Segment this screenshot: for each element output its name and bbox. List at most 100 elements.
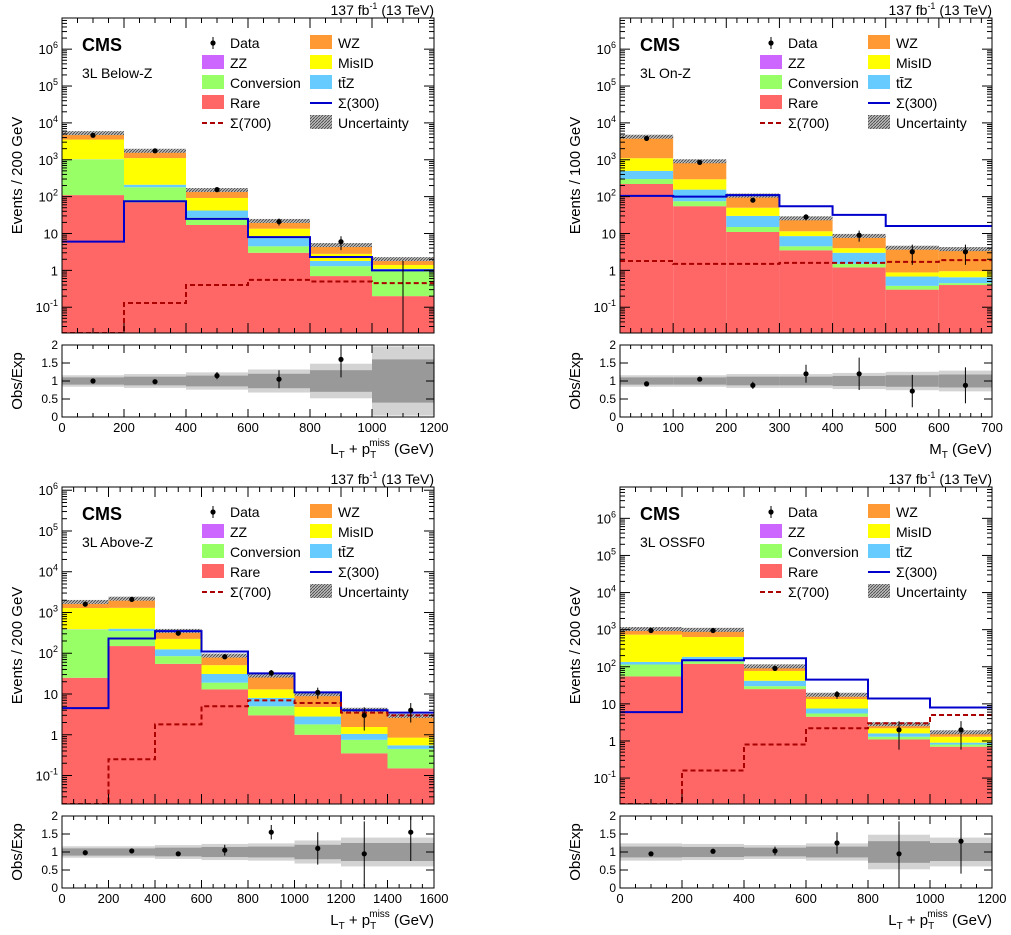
bar-ttz [387, 745, 434, 749]
bar-misid [682, 636, 744, 657]
bar-misid [155, 638, 202, 650]
ratio-point [896, 851, 902, 857]
bar-ttz [779, 236, 833, 247]
y-tick-label: 104 [597, 584, 616, 601]
legend-label: Rare [788, 564, 819, 580]
ratio-y-tick-label: 2 [609, 809, 616, 823]
bar-rare [620, 184, 674, 333]
x-tick-label: 1000 [358, 420, 387, 435]
ratio-point [958, 838, 964, 844]
y-tick-label: 102 [39, 188, 58, 205]
bar-conversion [124, 187, 186, 203]
bar-conversion [201, 682, 248, 690]
bar-ttz [885, 276, 939, 286]
ratio-unc-inner [726, 376, 780, 386]
legend-label: Rare [788, 95, 819, 111]
bar-rare [744, 689, 806, 804]
ratio-point [909, 388, 915, 394]
bar-rare [155, 663, 202, 804]
ratio-point [90, 378, 96, 384]
y-tick-label: 10-1 [36, 298, 58, 315]
data-point [896, 727, 902, 733]
ratio-panel: 00.511.520 100 200 300 400 500 600 700Obs/ExpMT… [567, 338, 1003, 461]
legend-label: Σ(700) [230, 115, 271, 131]
cms-label: CMS [640, 504, 680, 524]
data-point [214, 187, 220, 193]
data-point [276, 219, 282, 225]
bar-conversion [779, 246, 833, 251]
ratio-y-tick-label: 0.5 [599, 863, 616, 877]
bar-ttz [620, 170, 674, 180]
bar-conversion [62, 629, 109, 678]
bar-misid [832, 248, 886, 253]
legend-swatch [868, 584, 890, 598]
legend-label: Rare [230, 95, 261, 111]
cms-label: CMS [640, 35, 680, 55]
bar-conversion [248, 706, 295, 716]
plot-area [620, 627, 992, 804]
legend-label: ZZ [230, 524, 248, 540]
ratio-panel: 00.511.520 200 400 600 800 1000 1200Obs/ExpLT … [9, 338, 448, 461]
legend: Data ZZ Conversion Rare Σ(700) WZ MisID tt̄Z Σ(3… [760, 504, 967, 600]
ratio-y-tick-label: 0 [51, 881, 58, 895]
y-tick-label: 105 [597, 77, 616, 94]
ratio-point [361, 851, 367, 857]
ratio-y-tick-label: 1 [51, 374, 58, 388]
legend-swatch [868, 544, 890, 558]
data-point [648, 627, 654, 634]
x-tick-label: 200 [113, 420, 135, 435]
y-tick-label: 10 [44, 687, 58, 702]
data-point [152, 148, 158, 154]
lumi-label: 137 fb-1 (13 TeV) [331, 1, 435, 18]
ratio-plot-area [620, 357, 992, 408]
ratio-point [175, 851, 181, 857]
legend-label: ZZ [230, 55, 248, 71]
data-point [710, 627, 716, 634]
ratio-point [962, 382, 969, 388]
x-tick-label: 1000 [280, 891, 309, 906]
x-tick-label: 1200 [420, 420, 449, 435]
x-tick-label: 0 [616, 891, 623, 906]
bar-misid [806, 699, 868, 709]
legend-swatch [310, 35, 332, 49]
bar-rare [885, 289, 939, 333]
ratio-point [152, 379, 158, 385]
bar-rare [62, 677, 109, 804]
ratio-y-tick-label: 0 [51, 410, 58, 424]
bar-ttz [108, 628, 155, 632]
uncertainty-band [372, 257, 434, 262]
bar-wz [682, 629, 744, 637]
ratio-y-axis-label: Obs/Exp [567, 352, 584, 410]
legend-swatch [202, 75, 224, 89]
legend-swatch [760, 75, 782, 89]
legend-label: Σ(700) [788, 584, 829, 600]
legend-label: Σ(300) [896, 564, 937, 580]
cms-label: CMS [82, 35, 122, 55]
y-tick-label: 105 [39, 522, 58, 539]
legend-swatch [760, 55, 782, 69]
data-point [856, 232, 862, 238]
ratio-y-tick-label: 0.5 [41, 392, 58, 406]
data-point [361, 712, 367, 718]
y-axis-label: Events / 100 GeV [567, 117, 584, 235]
ratio-y-tick-label: 1.5 [599, 827, 616, 841]
data-point [82, 601, 88, 607]
legend-label: Data [788, 35, 818, 51]
x-tick-label: 400 [144, 891, 166, 906]
ratio-y-axis-label: Obs/Exp [9, 823, 26, 881]
y-tick-label: 102 [39, 644, 58, 661]
bar-rare [248, 252, 310, 333]
data-point [772, 665, 778, 672]
bar-wz [108, 598, 155, 608]
ratio-y-tick-label: 0.5 [599, 392, 616, 406]
ratio-point [750, 382, 756, 388]
bar-rare [806, 716, 868, 804]
bar-misid [387, 737, 434, 746]
ratio-y-tick-label: 0 [609, 410, 616, 424]
legend-label: Data [230, 504, 260, 520]
bar-rare [294, 734, 341, 804]
data-point [315, 689, 321, 695]
